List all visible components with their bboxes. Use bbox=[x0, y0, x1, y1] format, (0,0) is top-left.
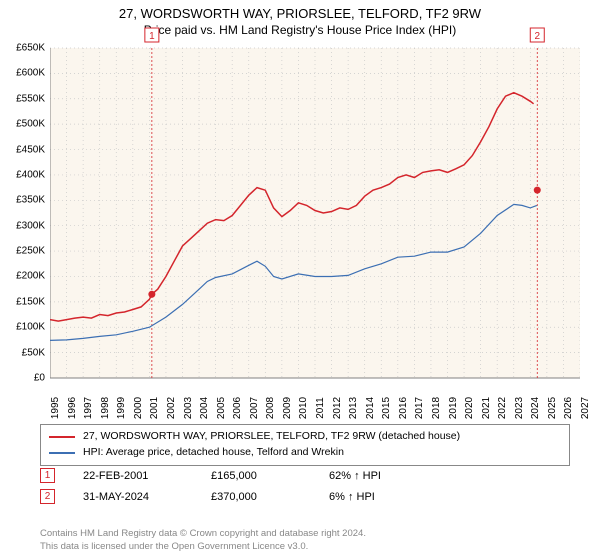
sale-marker: 1 bbox=[40, 468, 55, 483]
sales-table: 1 22-FEB-2001 £165,000 62% ↑ HPI 2 31-MAY-202… bbox=[40, 468, 570, 510]
y-tick-label: £650K bbox=[16, 43, 45, 54]
x-tick-label: 2026 bbox=[563, 397, 574, 419]
x-tick-label: 2012 bbox=[332, 397, 343, 419]
y-tick-label: £400K bbox=[16, 169, 45, 180]
sale-price: £165,000 bbox=[211, 470, 301, 482]
x-tick-label: 2000 bbox=[133, 397, 144, 419]
svg-text:1: 1 bbox=[149, 31, 155, 42]
legend: 27, WORDSWORTH WAY, PRIORSLEE, TELFORD, … bbox=[40, 424, 570, 466]
x-tick-label: 2009 bbox=[282, 397, 293, 419]
y-tick-label: £250K bbox=[16, 246, 45, 257]
svg-text:2: 2 bbox=[534, 31, 540, 42]
x-tick-label: 2021 bbox=[481, 397, 492, 419]
y-tick-label: £150K bbox=[16, 296, 45, 307]
y-tick-label: £600K bbox=[16, 68, 45, 79]
x-tick-label: 2006 bbox=[232, 397, 243, 419]
x-tick-label: 2020 bbox=[464, 397, 475, 419]
x-tick-label: 2013 bbox=[348, 397, 359, 419]
legend-row: 27, WORDSWORTH WAY, PRIORSLEE, TELFORD, … bbox=[49, 429, 561, 445]
y-tick-label: £50K bbox=[22, 347, 45, 358]
x-tick-label: 2001 bbox=[149, 397, 160, 419]
y-tick-label: £200K bbox=[16, 271, 45, 282]
sale-row: 2 31-MAY-2024 £370,000 6% ↑ HPI bbox=[40, 489, 570, 504]
x-tick-label: 2014 bbox=[365, 397, 376, 419]
sale-pct: 6% ↑ HPI bbox=[329, 491, 375, 503]
y-tick-label: £550K bbox=[16, 93, 45, 104]
x-tick-label: 1996 bbox=[67, 397, 78, 419]
x-tick-label: 2005 bbox=[216, 397, 227, 419]
legend-label: HPI: Average price, detached house, Telf… bbox=[83, 445, 344, 461]
page-title: 27, WORDSWORTH WAY, PRIORSLEE, TELFORD, … bbox=[0, 6, 600, 21]
sale-date: 22-FEB-2001 bbox=[83, 470, 183, 482]
footer: Contains HM Land Registry data © Crown c… bbox=[40, 528, 366, 554]
legend-swatch bbox=[49, 436, 75, 438]
x-tick-label: 2008 bbox=[265, 397, 276, 419]
footer-line2: This data is licensed under the Open Gov… bbox=[40, 541, 366, 554]
x-tick-label: 1995 bbox=[50, 397, 61, 419]
y-tick-label: £350K bbox=[16, 195, 45, 206]
x-tick-label: 2019 bbox=[448, 397, 459, 419]
sale-row: 1 22-FEB-2001 £165,000 62% ↑ HPI bbox=[40, 468, 570, 483]
x-tick-label: 1999 bbox=[116, 397, 127, 419]
x-tick-label: 2023 bbox=[514, 397, 525, 419]
y-tick-label: £0 bbox=[34, 373, 45, 384]
x-tick-label: 2004 bbox=[199, 397, 210, 419]
x-tick-label: 2016 bbox=[398, 397, 409, 419]
x-tick-label: 2027 bbox=[580, 397, 591, 419]
x-axis-labels: 1995 1996 1997 1998 1999 2000 2001 2002 2003 2004… bbox=[50, 380, 580, 420]
sale-date: 31-MAY-2024 bbox=[83, 491, 183, 503]
x-tick-label: 2018 bbox=[431, 397, 442, 419]
legend-swatch bbox=[49, 452, 75, 454]
chart-container: 27, WORDSWORTH WAY, PRIORSLEE, TELFORD, … bbox=[0, 0, 600, 560]
y-tick-label: £500K bbox=[16, 119, 45, 130]
x-tick-label: 2024 bbox=[530, 397, 541, 419]
y-tick-label: £450K bbox=[16, 144, 45, 155]
legend-label: 27, WORDSWORTH WAY, PRIORSLEE, TELFORD, … bbox=[83, 429, 460, 445]
x-tick-label: 2003 bbox=[183, 397, 194, 419]
x-tick-label: 1997 bbox=[83, 397, 94, 419]
x-tick-label: 2015 bbox=[381, 397, 392, 419]
y-tick-label: £100K bbox=[16, 322, 45, 333]
y-tick-label: £300K bbox=[16, 220, 45, 231]
chart-svg: 12 bbox=[50, 23, 580, 383]
legend-row: HPI: Average price, detached house, Telf… bbox=[49, 445, 561, 461]
x-tick-label: 1998 bbox=[100, 397, 111, 419]
sale-price: £370,000 bbox=[211, 491, 301, 503]
sale-marker: 2 bbox=[40, 489, 55, 504]
footer-line1: Contains HM Land Registry data © Crown c… bbox=[40, 528, 366, 541]
chart-area: 12 £0£50K£100K£150K£200K£250K£300K£350K£… bbox=[50, 48, 580, 378]
sale-pct: 62% ↑ HPI bbox=[329, 470, 381, 482]
x-tick-label: 2007 bbox=[249, 397, 260, 419]
x-tick-label: 2017 bbox=[414, 397, 425, 419]
x-tick-label: 2002 bbox=[166, 397, 177, 419]
x-tick-label: 2025 bbox=[547, 397, 558, 419]
x-tick-label: 2011 bbox=[315, 397, 326, 419]
x-tick-label: 2022 bbox=[497, 397, 508, 419]
x-tick-label: 2010 bbox=[298, 397, 309, 419]
